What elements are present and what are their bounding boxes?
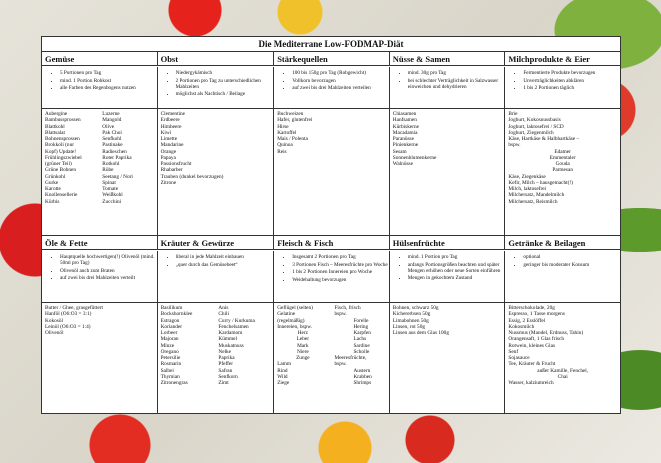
fleisch-column: Geflügel (selten) Gelatine (regelmäßig) … [274, 303, 331, 414]
list-staerke: Buchweizen Hafer, glutenfrei Hirse Karto… [274, 109, 390, 236]
staerke-list: Buchweizen Hafer, glutenfrei Hirse Karto… [277, 111, 313, 155]
list-nuesse: Chiasamen Hanfsamen Kürbiskerne Macadami… [389, 109, 506, 236]
top-lists-row: Aubergine Bambussprossen Blattkohl Blatt… [42, 109, 620, 236]
fleisch-list-a: Geflügel (selten) Gelatine (regelmäßig) … [277, 305, 313, 330]
list-kraeuter: Basilikum Bockshornklee Estragon Koriand… [158, 303, 275, 414]
bottom-tips-row: Hauptquelle hochwertigen(!) Olivenöl (mi… [42, 251, 620, 303]
nuesse-list: Chiasamen Hanfsamen Kürbiskerne Macadami… [392, 111, 437, 167]
header-obst: Obst [157, 52, 275, 66]
tip: liberal in jede Mahlzeit einbauen [176, 254, 274, 260]
tip: geringer bis moderater Konsum [523, 262, 620, 268]
getraenke-list-c: Wasser, kalziumreich [508, 380, 554, 386]
header-milchprodukte-eier: Milchprodukte & Eier [505, 52, 620, 66]
header-fleisch-fisch: Fleisch & Fisch [274, 236, 390, 250]
getraenke-list-a: Bitterschokolade, 20g Espresso, 1 Tasse … [508, 305, 584, 368]
fisch-list-c: Meeresfrüchte, bspw. [334, 355, 367, 368]
tip: Vollkorn bevorzugen [292, 78, 389, 84]
header-getraenke-beilagen: Getränke & Beilagen [505, 236, 620, 250]
tip: 1 bis 2 Portionen täglich [523, 85, 620, 91]
tip: 5 Portionen pro Tag [60, 70, 157, 76]
oele-list: Butter / Ghee, grasgefüttert Hanföl (O6:… [45, 305, 103, 336]
fisch-list-a: Fisch, frisch bspw. [334, 305, 361, 318]
tips-kraeuter: liberal in jede Mahlzeit einbauen „quer … [157, 251, 275, 303]
top-tips-row: 5 Portionen pro Tag mind. 1 Portion Rohk… [42, 67, 620, 109]
tip: optional [523, 254, 620, 260]
getraenke-list-b: außer Kamille, Fenchel, Chai [537, 367, 589, 380]
fisch-list-b: Forelle Hering Karpfen Lachs Sardine Sch… [353, 317, 371, 355]
fisch-list-d: Austern Krabben Shrimps [353, 367, 372, 387]
list-fleisch-fisch: Geflügel (selten) Gelatine (regelmäßig) … [274, 303, 390, 414]
tip: Weidehaltung bevorzugen [292, 277, 389, 283]
kraeuter-list-a: Basilikum Bockshornklee Estragon Koriand… [160, 305, 193, 386]
obst-list: Clementine Erdbeere Himbeere Kiwi Limett… [160, 111, 224, 186]
tips-milch: Fermentierte Produkte bevorzugen Unvertr… [505, 67, 620, 109]
tip: Insgesamt 2 Portionen pro Tag [292, 254, 389, 260]
gemuese-list-b: Luzerne Mangold Olive Pak Choi Senfkohl … [102, 111, 133, 205]
header-huelsenfruechte: Hülsenfrüchte [389, 236, 506, 250]
milch-list-b: Edamer Emmentaler Gouda Parmesan [549, 148, 576, 174]
bottom-header-row: Öle & Fette Kräuter & Gewürze Fleisch & … [42, 236, 620, 250]
tip: Niedergykämisch [176, 70, 274, 76]
tip: Olivenöl auch zum Braten [60, 268, 157, 274]
kraeuter-list-b: Anis Chili Curry / Kurkuma Fenchelsamen … [218, 305, 255, 386]
list-getraenke: Bitterschokolade, 20g Espresso, 1 Tasse … [505, 303, 620, 414]
tips-huelsen: mind. 1 Portion pro Tag anfangs Portions… [389, 251, 506, 303]
tips-obst: Niedergykämisch 2 Portionen pro Tag zu u… [157, 67, 275, 109]
tip: 1 bis 2 Portionen Innereien pro Woche [292, 269, 389, 275]
list-oele: Butter / Ghee, grasgefüttert Hanföl (O6:… [42, 303, 158, 414]
tip: mind. 1 Portion Rohkost [60, 78, 157, 84]
tip: anfangs Portionsgrößen beachten und spät… [408, 262, 505, 274]
tip: auf zwei bis drei Mahlzeiten verteilen [292, 85, 389, 91]
header-kraeuter-gewuerze: Kräuter & Gewürze [157, 236, 275, 250]
tip: 100 bis 150g pro Tag (Rohgewicht) [292, 70, 389, 76]
header-staerkequellen: Stärkequellen [274, 52, 390, 66]
list-obst: Clementine Erdbeere Himbeere Kiwi Limett… [157, 109, 275, 236]
milch-list-a: Brie Joghurt, Kokosnussbasis Joghurt, la… [508, 111, 580, 149]
tip: bei schlechter Verträglichkeit in Salzwa… [408, 78, 505, 90]
tip: Unverträglichkeiten abklären [523, 78, 620, 84]
tip: mind. 30g pro Tag [408, 70, 505, 76]
tip: alle Farben des Regenbogens nutzen [60, 85, 157, 91]
huelsen-list: Bohnen, schwarz 50g Kichererbsen 50g Lim… [392, 305, 449, 336]
tip: 3 Portionen Fisch – Meeresfrüchte pro Wo… [292, 262, 389, 268]
top-header-row: Gemüse Obst Stärkequellen Nüsse & Samen … [42, 52, 620, 66]
tips-oele: Hauptquelle hochwertigen(!) Olivenöl (mi… [42, 251, 158, 303]
fleisch-list-c: Lamm Rind Wild Ziege [277, 361, 292, 386]
fisch-column: Fisch, frisch bspw. Forelle Hering Karpf… [331, 303, 388, 414]
bottom-lists-row: Butter / Ghee, grasgefüttert Hanföl (O6:… [42, 303, 620, 414]
list-milch: Brie Joghurt, Kokosnussbasis Joghurt, la… [505, 109, 620, 236]
tips-nuesse: mind. 30g pro Tag bei schlechter Verträg… [389, 67, 506, 109]
tip: „quer durch das Gemüsebeet“ [176, 262, 274, 268]
tip: mind. 1 Portion pro Tag [408, 254, 505, 260]
tip: möglichst als Nachtisch / Beilage [176, 91, 274, 97]
tips-fleisch: Insgesamt 2 Portionen pro Tag 3 Portione… [274, 251, 390, 303]
fleisch-list-b: Herz Leber Mark Niere Zunge [296, 330, 310, 361]
tips-gemuese: 5 Portionen pro Tag mind. 1 Portion Rohk… [42, 67, 158, 109]
table-title: Die Mediterrane Low-FODMAP-Diät [42, 37, 620, 52]
tip: Hauptquelle hochwertigen(!) Olivenöl (mi… [60, 254, 157, 266]
list-huelsen: Bohnen, schwarz 50g Kichererbsen 50g Lim… [390, 303, 506, 414]
gemuese-list-a: Aubergine Bambussprossen Blattkohl Blatt… [45, 111, 82, 205]
tip: Mengen in gekochtem Zustand [408, 275, 505, 281]
tips-getraenke: optional geringer bis moderater Konsum [505, 251, 620, 303]
tip: auf zwei bis drei Mahlzeiten verteilt [60, 275, 157, 281]
diet-table: Die Mediterrane Low-FODMAP-Diät Gemüse O… [41, 36, 621, 414]
tips-staerke: 100 bis 150g pro Tag (Rohgewicht) Vollko… [274, 67, 390, 109]
header-nuesse-samen: Nüsse & Samen [389, 52, 506, 66]
tip: 2 Portionen pro Tag zu unterschiedlichen… [176, 78, 274, 90]
header-oele-fette: Öle & Fette [42, 236, 158, 250]
tip: Fermentierte Produkte bevorzugen [523, 70, 620, 76]
header-gemuese: Gemüse [42, 52, 158, 66]
milch-list-c: Käse, Ziegenkäse Kefir, Milch – hausgema… [508, 173, 573, 205]
list-gemuese: Aubergine Bambussprossen Blattkohl Blatt… [42, 109, 158, 236]
